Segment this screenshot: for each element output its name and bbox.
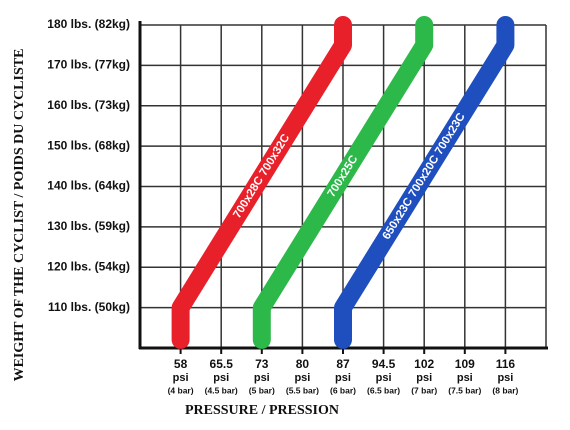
x-tick-label: 102 [414,357,434,371]
y-tick-label: 180 lbs. (82kg) [47,17,130,31]
x-tick-label: 65.5 [210,357,234,371]
x-tick-label: 116 [496,357,516,371]
x-tick-bar: (4 bar) [168,385,194,395]
x-tick-label: 80 [296,357,310,371]
x-tick-bar: (6 bar) [330,385,356,395]
y-tick-label: 170 lbs. (77kg) [47,58,130,72]
x-tick-bar: (5 bar) [249,385,275,395]
series-line [171,16,352,349]
y-tick-label: 160 lbs. (73kg) [47,98,130,112]
x-tick-unit: psi [294,372,310,384]
x-tick-bar: (4.5 bar) [205,385,238,395]
x-tick-unit: psi [254,372,270,384]
x-tick-bar: (5.5 bar) [286,385,319,395]
y-tick-label: 140 lbs. (64kg) [47,179,130,193]
x-tick-label: 58 [174,357,188,371]
x-tick-unit: psi [416,372,432,384]
x-tick-bar: (7 bar) [411,385,437,395]
series-line [252,16,434,349]
y-tick-label: 150 lbs. (68kg) [47,138,130,152]
x-tick-unit: psi [173,372,189,384]
x-tick-bar: (7.5 bar) [448,385,481,395]
x-axis-title: PRESSURE / PRESSION [185,403,339,418]
y-axis-title: WEIGHT OF THE CYCLIST / POIDS DU CYCLIST… [12,49,27,382]
x-tick-unit: psi [335,372,351,384]
x-tick-label: 109 [455,357,475,371]
x-tick-unit: psi [497,372,513,384]
x-tick-unit: psi [376,372,392,384]
x-tick-unit: psi [457,372,473,384]
x-tick-label: 73 [255,357,269,371]
y-tick-label: 110 lbs. (50kg) [48,300,130,314]
x-tick-bar: (6.5 bar) [367,385,400,395]
x-tick-unit: psi [213,372,229,384]
series-line [334,16,515,349]
x-tick-label: 87 [336,357,350,371]
x-tick-bar: (8 bar) [492,385,518,395]
y-tick-label: 130 lbs. (59kg) [47,219,130,233]
x-tick-label: 94.5 [372,357,396,371]
y-tick-label: 120 lbs. (54kg) [47,259,130,273]
